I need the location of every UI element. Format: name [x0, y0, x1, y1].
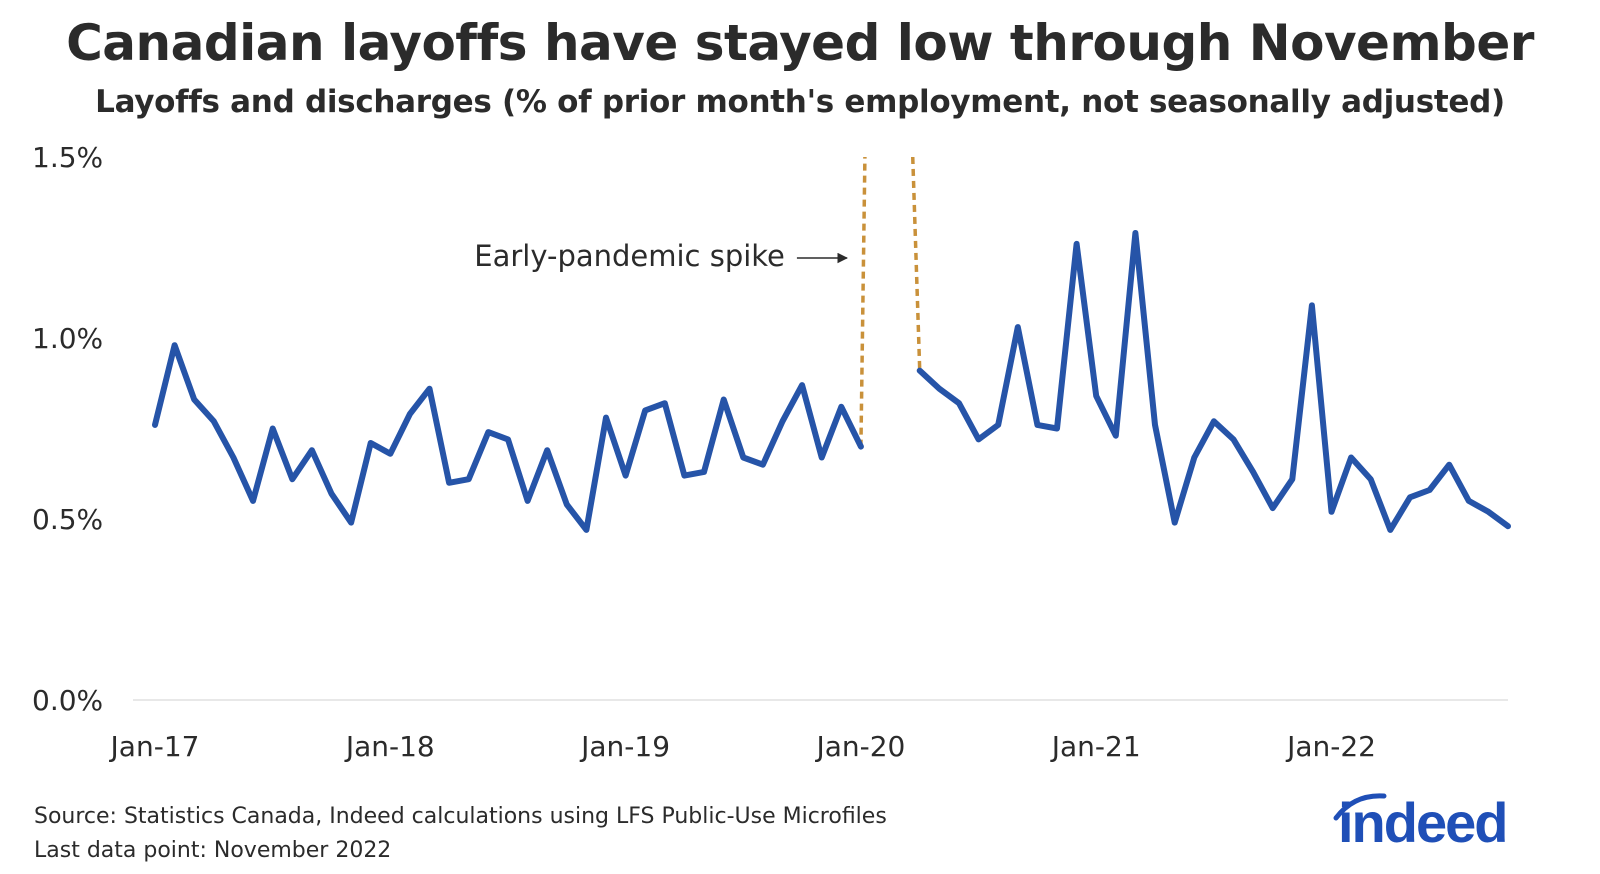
spike-annotation-label: Early-pandemic spike — [474, 239, 785, 273]
spike-fall-line — [910, 156, 922, 371]
x-tick-label: Jan-19 — [579, 730, 670, 763]
y-tick-label: 0.5% — [32, 503, 103, 536]
y-axis-labels: 0.0% 0.5% 1.0% 1.5% — [32, 141, 103, 717]
indeed-logo-mark: indeed — [1333, 791, 1508, 854]
series-line-segment — [152, 342, 864, 533]
x-tick-label: Jan-20 — [814, 730, 905, 763]
last-data-point-note: Last data point: November 2022 — [34, 838, 392, 863]
series-lines — [152, 230, 1511, 533]
logo-swoosh — [1333, 793, 1387, 821]
series-line-segment — [916, 230, 1511, 533]
x-tick-label: Jan-17 — [109, 730, 200, 763]
footer: Source: Statistics Canada, Indeed calcul… — [34, 800, 887, 868]
x-tick-label: Jan-21 — [1050, 730, 1141, 763]
pandemic-spike-lines — [859, 156, 922, 447]
spike-rise-line — [859, 156, 867, 447]
y-tick-label: 0.0% — [32, 684, 103, 717]
logo-wordmark: indeed — [1338, 791, 1506, 850]
x-axis-labels: Jan-17 Jan-18 Jan-19 Jan-20 Jan-21 Jan-22 — [109, 730, 1376, 763]
source-note: Source: Statistics Canada, Indeed calcul… — [34, 804, 887, 829]
y-tick-label: 1.0% — [32, 322, 103, 355]
y-tick-label: 1.5% — [32, 141, 103, 174]
indeed-logo: indeed — [1320, 790, 1550, 854]
chart-subtitle: Layoffs and discharges (% of prior month… — [95, 84, 1505, 120]
x-tick-label: Jan-18 — [344, 730, 435, 763]
x-tick-label: Jan-22 — [1285, 730, 1376, 763]
chart-title: Canadian layoffs have stayed low through… — [66, 14, 1534, 72]
